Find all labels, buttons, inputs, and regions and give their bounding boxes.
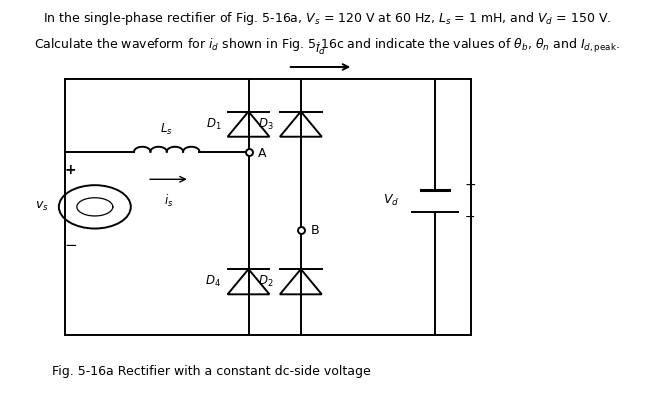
Text: +: + <box>65 163 77 177</box>
Text: Fig. 5-16a Rectifier with a constant dc-side voltage: Fig. 5-16a Rectifier with a constant dc-… <box>52 365 371 378</box>
Text: In the single-phase rectifier of Fig. 5-16a, $V_s$ = 120 V at 60 Hz, $L_s$ = 1 m: In the single-phase rectifier of Fig. 5-… <box>43 10 611 27</box>
Text: $-$: $-$ <box>464 210 475 223</box>
Text: $D_2$: $D_2$ <box>258 274 273 289</box>
Text: $D_1$: $D_1$ <box>205 117 221 132</box>
Text: $v_s$: $v_s$ <box>35 200 49 214</box>
Text: +: + <box>464 178 476 192</box>
Text: $D_3$: $D_3$ <box>258 117 273 132</box>
Text: $V_d$: $V_d$ <box>383 193 399 208</box>
Text: $L_s$: $L_s$ <box>160 122 173 137</box>
Text: A: A <box>258 147 267 160</box>
Text: B: B <box>311 224 319 237</box>
Text: $i_d$: $i_d$ <box>315 41 326 57</box>
Text: $-$: $-$ <box>64 236 77 251</box>
Text: Calculate the waveform for $i_d$ shown in Fig. 5-16c and indicate the values of : Calculate the waveform for $i_d$ shown i… <box>34 37 620 56</box>
Text: $i_s$: $i_s$ <box>164 193 173 209</box>
Text: $D_4$: $D_4$ <box>205 274 221 289</box>
